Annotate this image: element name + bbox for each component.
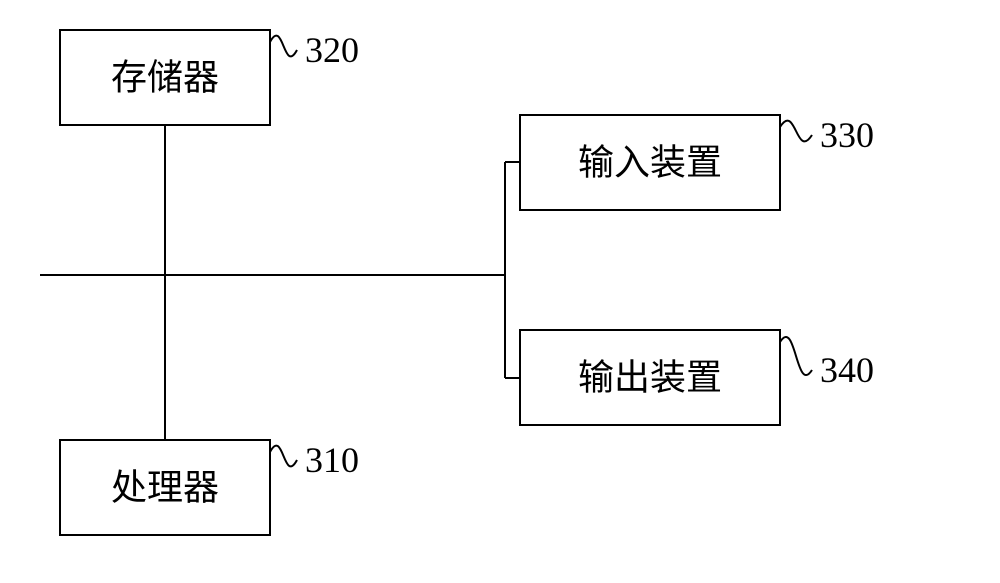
callout-label-processor: 310 [305, 440, 359, 480]
callout-curve-memory [270, 36, 297, 57]
block-diagram: 存储器 320 输入装置 330 输出装置 340 处理器 310 [0, 0, 1000, 583]
connectors [40, 125, 520, 440]
callout-curve-processor [270, 446, 297, 467]
node-memory: 存储器 320 [60, 30, 359, 125]
node-label-memory: 存储器 [111, 58, 219, 98]
node-processor: 处理器 310 [60, 440, 359, 535]
node-label-output: 输出装置 [578, 358, 722, 398]
nodes: 存储器 320 输入装置 330 输出装置 340 处理器 310 [60, 30, 874, 535]
callout-label-memory: 320 [305, 30, 359, 70]
callout-curve-output [780, 337, 812, 375]
node-output: 输出装置 340 [520, 330, 874, 425]
callout-label-input: 330 [820, 115, 874, 155]
callout-label-output: 340 [820, 350, 874, 390]
node-label-processor: 处理器 [111, 468, 219, 508]
callout-curve-input [780, 121, 812, 142]
node-label-input: 输入装置 [578, 143, 722, 183]
node-input: 输入装置 330 [520, 115, 874, 210]
